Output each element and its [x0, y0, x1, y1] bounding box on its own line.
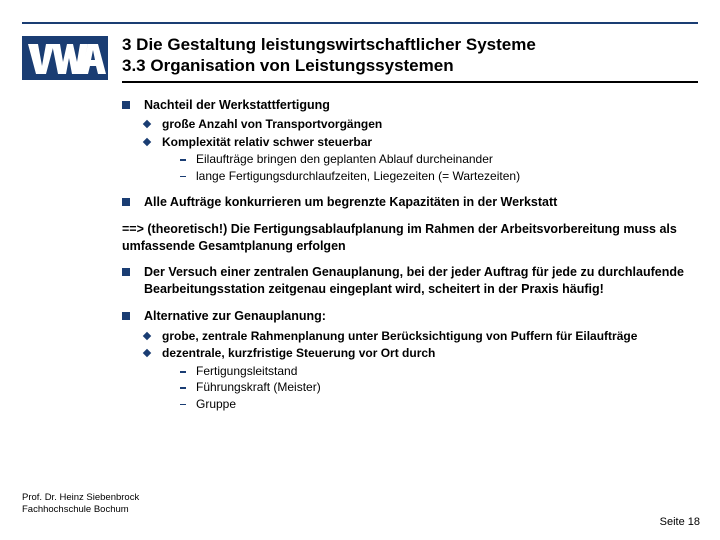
footer-page: Seite 18: [660, 516, 700, 528]
footer-author: Prof. Dr. Heinz Siebenbrock: [22, 492, 139, 504]
diamond-bullet-icon: [143, 120, 151, 128]
title-block: 3 Die Gestaltung leistungswirtschaftlich…: [122, 34, 698, 85]
square-bullet-icon: [122, 312, 130, 320]
bullet-lvl2: grobe, zentrale Rahmenplanung unter Berü…: [144, 328, 698, 344]
diamond-bullet-icon: [143, 349, 151, 357]
bullet-text: Gruppe: [196, 396, 698, 412]
bullet-lvl1: Der Versuch einer zentralen Genauplanung…: [122, 264, 698, 298]
bullet-text: Fertigungsleitstand: [196, 363, 698, 379]
bullet-lvl3: lange Fertigungsdurchlaufzeiten, Liegeze…: [180, 168, 698, 184]
bullet-text: dezentrale, kurzfristige Steuerung vor O…: [162, 346, 435, 360]
bullet-lvl3: Eilaufträge bringen den geplanten Ablauf…: [180, 151, 698, 167]
dash-bullet-icon: [180, 159, 186, 160]
bullet-lvl3: Gruppe: [180, 396, 698, 412]
header: 3 Die Gestaltung leistungswirtschaftlich…: [22, 34, 698, 85]
title-underline: [122, 81, 698, 83]
footer-left: Prof. Dr. Heinz Siebenbrock Fachhochschu…: [22, 492, 139, 516]
slide: 3 Die Gestaltung leistungswirtschaftlich…: [0, 0, 720, 540]
footer-institution: Fachhochschule Bochum: [22, 504, 139, 516]
title-line-2: 3.3 Organisation von Leistungssystemen: [122, 55, 698, 76]
bullet-lvl2: Komplexität relativ schwer steuerbar Eil…: [144, 134, 698, 184]
square-bullet-icon: [122, 101, 130, 109]
bullet-lvl1: Nachteil der Werkstattfertigung große An…: [122, 97, 698, 184]
diamond-bullet-icon: [143, 137, 151, 145]
bullet-text: lange Fertigungsdurchlaufzeiten, Liegeze…: [196, 168, 698, 184]
bullet-text: Führungskraft (Meister): [196, 379, 698, 395]
dash-bullet-icon: [180, 176, 186, 177]
top-rule: [22, 22, 698, 24]
square-bullet-icon: [122, 198, 130, 206]
dash-bullet-icon: [180, 371, 186, 372]
vwa-logo-icon: [22, 36, 108, 80]
bullet-text: Nachteil der Werkstattfertigung: [144, 97, 698, 114]
bullet-lvl1: Alle Aufträge konkurrieren um begrenzte …: [122, 194, 698, 211]
bullet-text: Alle Aufträge konkurrieren um begrenzte …: [144, 194, 698, 211]
bullet-lvl2: dezentrale, kurzfristige Steuerung vor O…: [144, 345, 698, 411]
square-bullet-icon: [122, 268, 130, 276]
bullet-text: Eilaufträge bringen den geplanten Ablauf…: [196, 151, 698, 167]
bullet-text: große Anzahl von Transportvorgängen: [162, 116, 698, 132]
content: Nachteil der Werkstattfertigung große An…: [122, 97, 698, 412]
bullet-lvl3: Fertigungsleitstand: [180, 363, 698, 379]
implication-text: ==> (theoretisch!) Die Fertigungsablaufp…: [122, 221, 698, 255]
dash-bullet-icon: [180, 404, 186, 405]
title-line-1: 3 Die Gestaltung leistungswirtschaftlich…: [122, 34, 698, 55]
dash-bullet-icon: [180, 387, 186, 388]
bullet-lvl2: große Anzahl von Transportvorgängen: [144, 116, 698, 132]
logo: [22, 34, 108, 82]
bullet-text: grobe, zentrale Rahmenplanung unter Berü…: [162, 328, 698, 344]
bullet-lvl1: Alternative zur Genauplanung: grobe, zen…: [122, 308, 698, 412]
bullet-text: Alternative zur Genauplanung:: [144, 308, 698, 325]
bullet-text: Komplexität relativ schwer steuerbar: [162, 135, 372, 149]
bullet-text: Der Versuch einer zentralen Genauplanung…: [144, 264, 698, 298]
bullet-lvl3: Führungskraft (Meister): [180, 379, 698, 395]
diamond-bullet-icon: [143, 332, 151, 340]
